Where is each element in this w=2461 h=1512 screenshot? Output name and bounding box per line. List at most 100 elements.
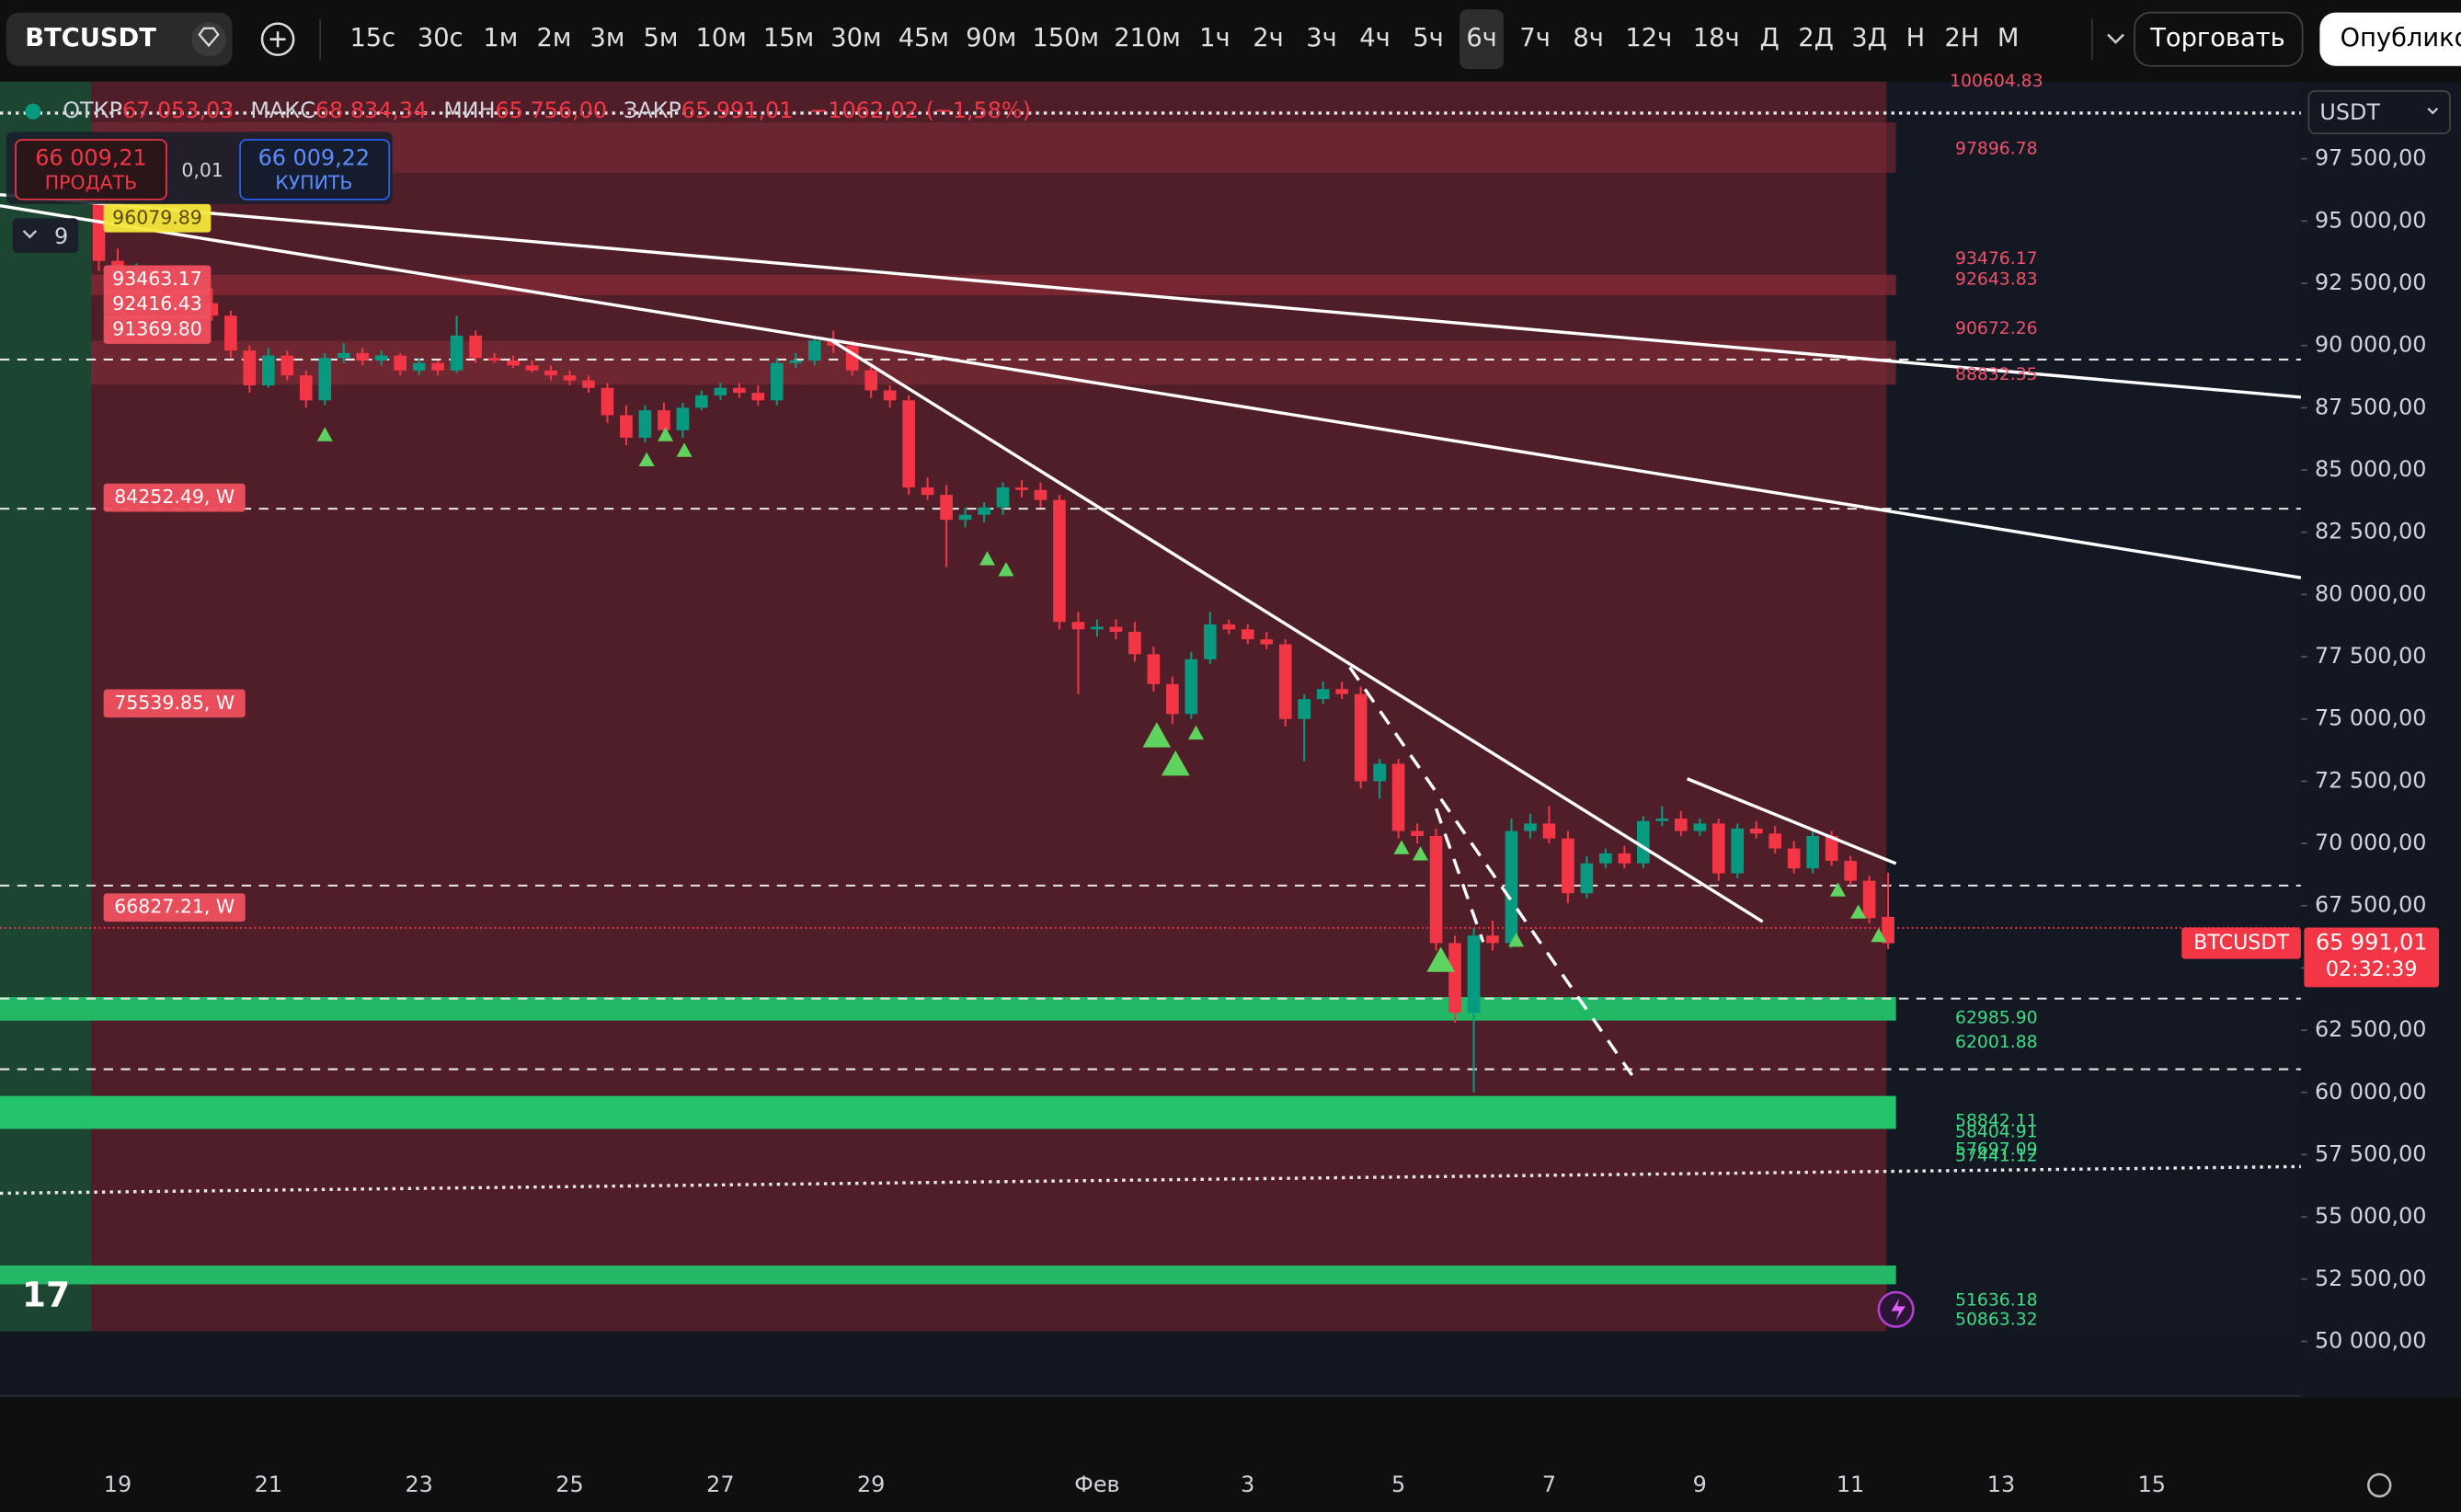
- level-label: 100604.83: [1950, 72, 2043, 91]
- signal: [1142, 722, 1172, 748]
- candle-body: [883, 390, 897, 401]
- interval-button[interactable]: 5м: [644, 24, 679, 52]
- level-tag-label: 93463.17: [112, 268, 202, 290]
- candle-body: [1562, 838, 1574, 894]
- y-tick-label: 50 000,00: [2315, 1327, 2426, 1353]
- interval-button[interactable]: 2ч: [1253, 24, 1283, 52]
- interval-button[interactable]: 3м: [589, 24, 624, 52]
- buy-price: 66 009,22: [258, 144, 370, 170]
- candle-body: [1448, 943, 1461, 1014]
- label: МАКС: [250, 97, 315, 123]
- interval-button[interactable]: 210м: [1114, 24, 1181, 52]
- interval-button[interactable]: 1м: [483, 24, 518, 52]
- candle-body: [1524, 823, 1537, 831]
- candle-body: [789, 360, 803, 363]
- interval-button[interactable]: 30м: [830, 24, 881, 52]
- interval-button[interactable]: 7ч: [1519, 24, 1550, 52]
- signal: [979, 551, 996, 566]
- candle-body: [658, 410, 670, 430]
- interval-button[interactable]: 15м: [763, 24, 814, 52]
- candle-body: [1674, 819, 1688, 831]
- candle-body: [318, 358, 332, 401]
- interval-button[interactable]: 2м: [536, 24, 571, 52]
- interval-button[interactable]: 2Д: [1798, 24, 1834, 52]
- candle-body: [431, 362, 444, 371]
- candle-body: [525, 365, 539, 371]
- candle-body: [1882, 916, 1894, 944]
- interval-button[interactable]: 6ч: [1466, 24, 1496, 52]
- level-tag: [103, 689, 246, 718]
- spread: 0,01: [181, 159, 223, 181]
- interval-button[interactable]: М: [1997, 24, 2020, 52]
- chevron: [2427, 108, 2439, 115]
- toolbar: [0, 0, 2461, 79]
- signal: [1850, 904, 1867, 919]
- symbol-search[interactable]: [6, 12, 233, 66]
- x-tick-label: 21: [255, 1472, 282, 1497]
- buy-button[interactable]: [239, 139, 391, 200]
- interval-button[interactable]: 3ч: [1306, 24, 1336, 52]
- interval-button[interactable]: 3Д: [1851, 24, 1887, 52]
- candle-body: [601, 387, 614, 416]
- premium-icon[interactable]: [191, 21, 226, 57]
- interval-button[interactable]: 8ч: [1573, 24, 1603, 52]
- interval-button[interactable]: 150м: [1032, 24, 1099, 52]
- candle-body: [1580, 863, 1594, 894]
- interval-button[interactable]: 15с: [349, 24, 395, 52]
- more-intervals[interactable]: [2107, 33, 2124, 44]
- interval-button[interactable]: 4ч: [1359, 24, 1390, 52]
- currency-selector[interactable]: [2307, 90, 2451, 134]
- interval-button[interactable]: Н: [1906, 24, 1926, 52]
- dashed-trend-line: [1348, 666, 1634, 1077]
- interval-button[interactable]: 18ч: [1693, 24, 1740, 52]
- candle-body: [864, 370, 878, 391]
- signal: [316, 427, 333, 441]
- x-tick-label: 23: [405, 1472, 432, 1497]
- candle-body: [1053, 499, 1066, 623]
- interval-button[interactable]: 45м: [899, 24, 949, 52]
- interval-button[interactable]: 1ч: [1199, 24, 1230, 52]
- candle-body: [1693, 823, 1707, 831]
- settings-icon[interactable]: [2367, 1472, 2392, 1498]
- candle-body: [412, 362, 426, 371]
- trade-button[interactable]: [2134, 11, 2304, 67]
- level-label: 90672.26: [1955, 319, 2038, 338]
- level-label: 62001.88: [1955, 1033, 2038, 1052]
- candle-body: [1203, 624, 1217, 659]
- candle-body: [807, 340, 821, 361]
- candle-body: [1768, 833, 1782, 849]
- signal: [1187, 725, 1204, 740]
- interval-button[interactable]: 2Н: [1944, 24, 1979, 52]
- label: ОТКР: [63, 97, 122, 123]
- label: МИН: [443, 97, 495, 123]
- candles: [92, 193, 1894, 1093]
- compare-button[interactable]: [260, 22, 295, 57]
- interval-button[interactable]: 30с: [418, 24, 464, 52]
- interval-button[interactable]: 10м: [696, 24, 747, 52]
- sell-button[interactable]: [15, 139, 167, 200]
- candle-body: [374, 355, 388, 361]
- indicator-toggle[interactable]: [12, 218, 79, 253]
- signal-markers: [316, 427, 1887, 972]
- candle-body: [1185, 659, 1198, 715]
- candle-body: [1015, 487, 1028, 490]
- candle-body: [1844, 861, 1857, 881]
- publish-button[interactable]: [2319, 12, 2461, 66]
- trend-line: [0, 192, 2302, 399]
- y-tick-label: 87 500,00: [2315, 394, 2426, 419]
- buy-label: КУПИТЬ: [275, 172, 352, 194]
- level-label: 57697.09: [1955, 1140, 2038, 1160]
- candle-body: [1128, 632, 1141, 655]
- interval-button[interactable]: Д: [1760, 24, 1780, 52]
- signal: [1426, 946, 1456, 972]
- y-tick-label: 55 000,00: [2315, 1203, 2426, 1229]
- interval-button[interactable]: 5ч: [1413, 24, 1443, 52]
- interval-button[interactable]: 12ч: [1625, 24, 1672, 52]
- interval-button[interactable]: 90м: [966, 24, 1016, 52]
- level-tag: [103, 290, 212, 319]
- candle-body: [751, 393, 765, 401]
- level-label: 93476.17: [1955, 249, 2038, 269]
- x-tick-label: 11: [1837, 1472, 1864, 1497]
